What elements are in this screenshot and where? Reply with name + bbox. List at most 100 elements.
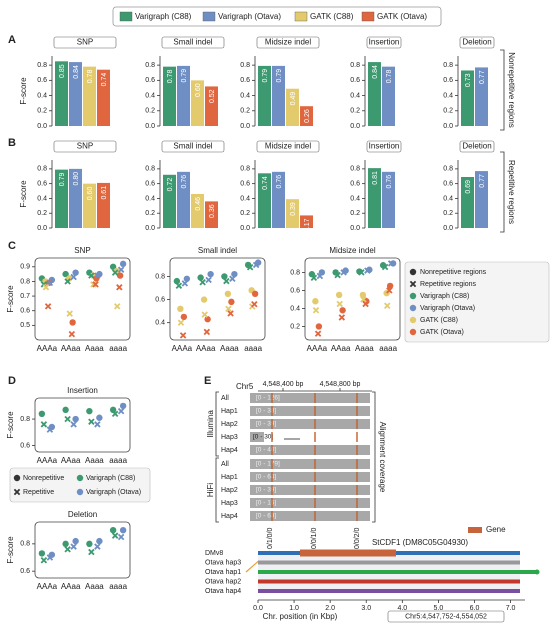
plot-frame — [34, 521, 131, 579]
y-tick-label: 0.6 — [20, 308, 30, 315]
legend-marker — [409, 292, 417, 300]
bar — [177, 171, 190, 228]
y-tick-label: 0.8 — [350, 62, 360, 69]
track-label: Hap1 — [221, 474, 238, 481]
x-tick-label: aaaa — [109, 344, 127, 353]
region-label: Nonrepetitive regions — [507, 52, 516, 128]
y-tick-label: 0.8 — [290, 269, 300, 276]
legend-swatch — [119, 11, 133, 22]
chart-title: Small indel — [173, 38, 212, 47]
bracket — [500, 49, 505, 131]
haplotype-track — [258, 589, 520, 593]
point-repetitive — [246, 264, 254, 271]
y-tick-label: 0.8 — [240, 62, 250, 69]
point-repetitive — [229, 275, 236, 283]
title-box — [161, 140, 225, 153]
panel-label: C — [8, 240, 16, 252]
gene-label: StCDF1 (DM8C05G04930) — [372, 538, 468, 547]
bar — [83, 66, 96, 126]
bar — [475, 67, 488, 126]
legend-label: Varigraph (Otava) — [218, 12, 281, 21]
gene-legend: Gene — [486, 525, 506, 534]
legend-box — [404, 261, 550, 343]
bar — [55, 169, 68, 228]
coverage-range: [0 - 40] — [256, 447, 276, 454]
x-tick-label: AAaa — [196, 344, 216, 353]
haplotype-label: Otava hap4 — [205, 588, 241, 595]
point-repetitive — [92, 281, 99, 288]
legend-label: Nonrepetitive — [23, 475, 64, 482]
point-repetitive — [340, 269, 347, 276]
point-nonrepetitive — [177, 305, 184, 313]
x-tick-label: Aaaa — [85, 582, 104, 591]
x-tick-label: aaaa — [244, 344, 262, 353]
y-tick-label: 0.9 — [20, 264, 30, 271]
y-tick-label: 0.6 — [20, 442, 30, 449]
point-nonrepetitive — [119, 526, 127, 534]
legend-box — [112, 6, 442, 27]
bar — [300, 215, 313, 228]
legend-marker — [409, 316, 417, 324]
value-label: 0.79 — [262, 69, 269, 83]
point-repetitive — [334, 271, 341, 279]
point-repetitive — [312, 307, 320, 314]
x-axis-label: Chr. position (in Kbp) — [263, 612, 338, 621]
point-repetitive — [46, 554, 54, 561]
chart-title: SNP — [77, 142, 93, 151]
y-tick-label: 0.6 — [37, 180, 47, 187]
title-box — [459, 36, 495, 49]
bar — [382, 171, 395, 228]
value-label: 0.46 — [195, 197, 202, 211]
insertion-marker — [534, 569, 540, 575]
chrom-label: Chr5 — [236, 382, 254, 391]
value-label: 0.78 — [87, 70, 94, 84]
legend-swatch — [202, 11, 216, 22]
y-tick-label: 0.2 — [37, 210, 47, 217]
point-nonrepetitive — [69, 319, 76, 326]
bar — [286, 88, 299, 126]
point-nonrepetitive — [38, 410, 46, 418]
value-label: 0.76 — [181, 175, 188, 189]
chart-title: Deletion — [462, 38, 491, 47]
point-nonrepetitive — [183, 275, 191, 282]
track-label: Hap2 — [221, 421, 238, 428]
coverage-range: [0 - 15] — [256, 500, 276, 507]
coverage — [250, 459, 370, 469]
x-tick-label: 1.0 — [289, 605, 299, 612]
bar — [368, 62, 381, 126]
bar — [461, 70, 474, 126]
point-nonrepetitive — [62, 540, 69, 548]
x-tick-label: AAaa — [61, 456, 81, 465]
y-tick-label: 0.8 — [443, 166, 453, 173]
panel-label: A — [8, 34, 16, 46]
value-label: 0.80 — [73, 172, 80, 186]
y-tick-label: 0.4 — [37, 195, 47, 202]
point-repetitive — [66, 310, 73, 317]
point-repetitive — [310, 274, 318, 282]
y-tick-label: 0.6 — [443, 180, 453, 187]
y-tick-label: 0.2 — [240, 210, 250, 217]
x-tick-label: 6.0 — [470, 605, 480, 612]
title-box — [53, 140, 117, 153]
point-nonrepetitive — [197, 274, 204, 281]
point-repetitive — [42, 284, 50, 291]
coverage — [250, 432, 264, 442]
x-tick-label: AAAa — [37, 456, 58, 465]
value-label: 0.17 — [304, 218, 311, 232]
x-tick-label: Aaaa — [85, 344, 104, 353]
point-repetitive — [40, 557, 48, 564]
genotype: 0/1/0/0 — [267, 527, 274, 549]
genotype: 0/0/1/0 — [311, 527, 318, 549]
y-tick-label: 0.8 — [145, 166, 155, 173]
point-nonrepetitive — [86, 540, 93, 548]
x-tick-label: AAAa — [307, 344, 328, 353]
coverage — [250, 498, 370, 508]
legend-marker — [409, 304, 417, 312]
point-repetitive — [117, 533, 125, 541]
coverage-range: [0 - 39] — [256, 421, 276, 428]
value-label: 0.69 — [465, 180, 472, 194]
x-tick-label: AAaa — [61, 344, 81, 353]
haplotype-label: Otava hap2 — [205, 578, 241, 585]
point-repetitive — [94, 272, 101, 279]
